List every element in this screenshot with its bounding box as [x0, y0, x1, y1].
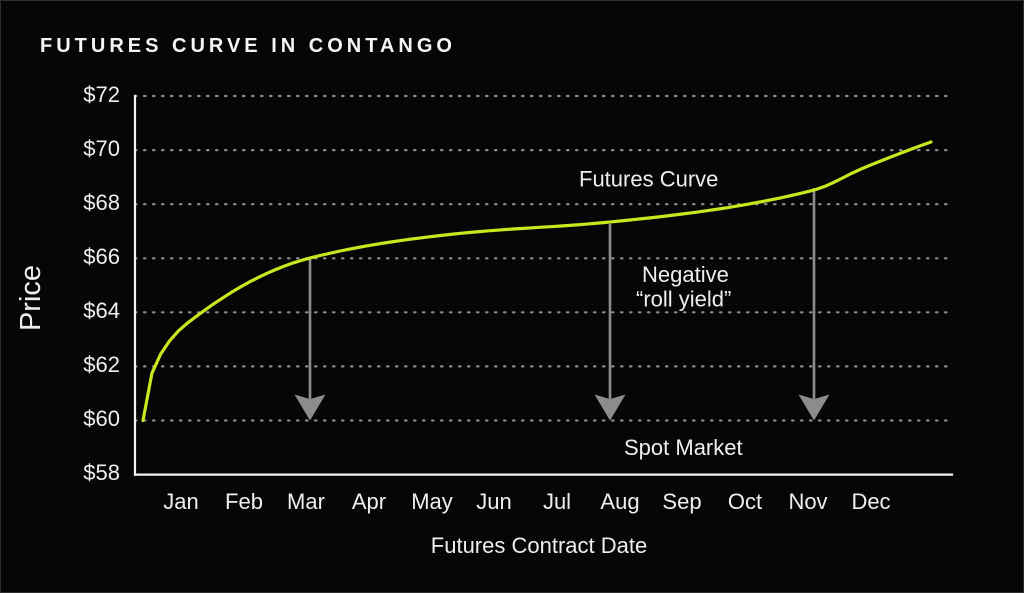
svg-text:Futures Contract Date: Futures Contract Date	[431, 533, 647, 558]
svg-text:Mar: Mar	[287, 489, 325, 514]
svg-text:Dec: Dec	[851, 489, 890, 514]
svg-text:Sep: Sep	[662, 489, 701, 514]
svg-text:$68: $68	[83, 190, 120, 215]
svg-text:Jan: Jan	[163, 489, 198, 514]
svg-text:$58: $58	[83, 460, 120, 485]
svg-text:$64: $64	[83, 298, 120, 323]
svg-text:$62: $62	[83, 352, 120, 377]
svg-text:Price: Price	[15, 265, 47, 331]
svg-text:$72: $72	[83, 82, 120, 107]
svg-text:May: May	[411, 489, 453, 514]
svg-text:Apr: Apr	[352, 489, 386, 514]
svg-text:$70: $70	[83, 136, 120, 161]
svg-text:Jun: Jun	[476, 489, 511, 514]
svg-text:Spot Market: Spot Market	[624, 435, 743, 460]
svg-text:Feb: Feb	[225, 489, 263, 514]
svg-text:Oct: Oct	[728, 489, 762, 514]
svg-text:$60: $60	[83, 406, 120, 431]
svg-text:Futures Curve: Futures Curve	[579, 167, 718, 192]
svg-text:Aug: Aug	[600, 489, 639, 514]
svg-text:Nov: Nov	[788, 489, 827, 514]
svg-text:$66: $66	[83, 244, 120, 269]
svg-text:Negative: Negative	[642, 262, 729, 287]
svg-text:Jul: Jul	[543, 489, 571, 514]
svg-text:“roll yield”: “roll yield”	[636, 287, 731, 312]
